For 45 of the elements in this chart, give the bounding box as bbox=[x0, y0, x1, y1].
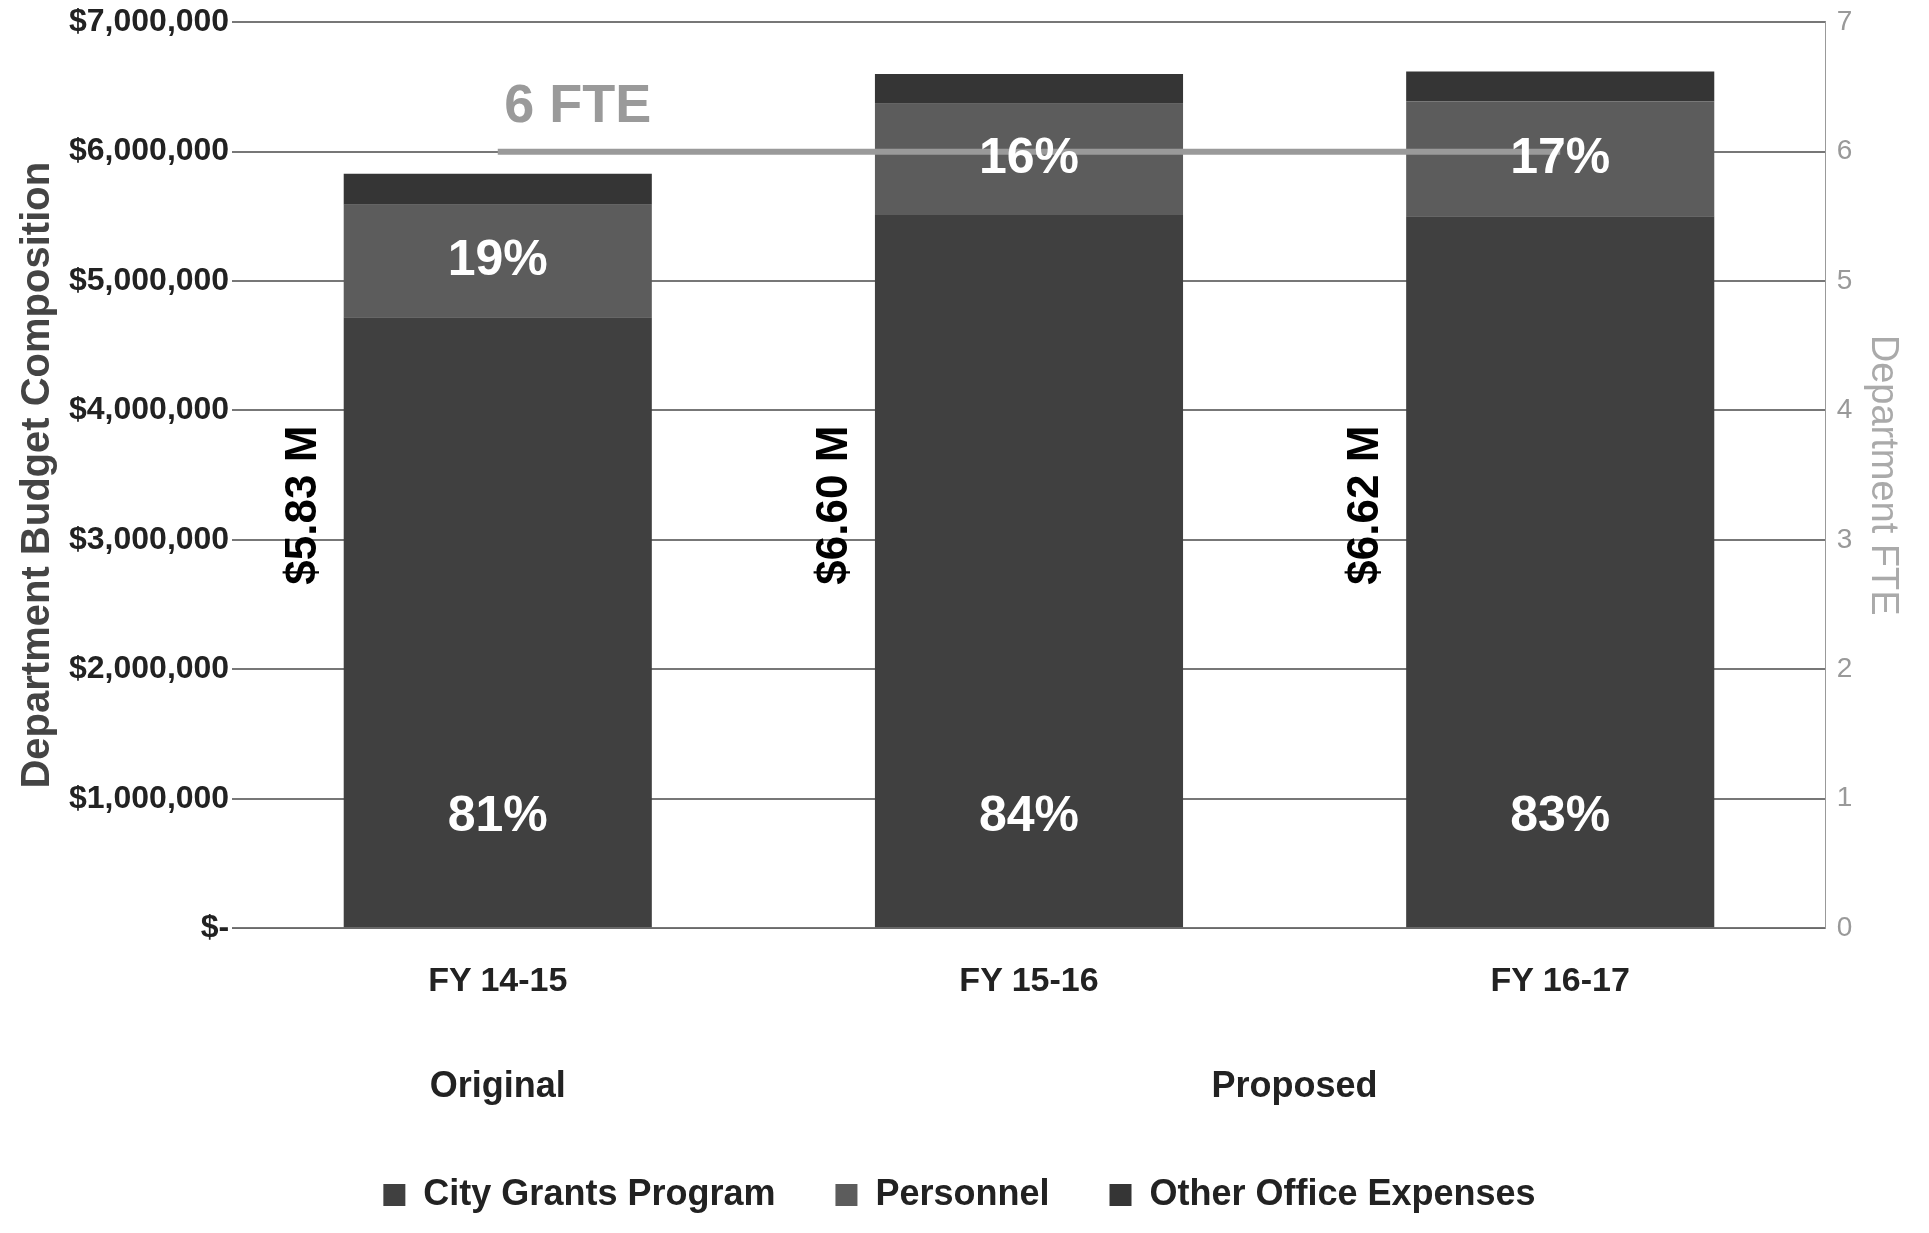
y2-tick-label: 5 bbox=[1836, 263, 1853, 295]
y2-tick-label: 7 bbox=[1836, 4, 1853, 36]
bar bbox=[874, 73, 1184, 104]
y-tick-label: $4,000,000 bbox=[69, 390, 230, 427]
y2-tick-label: 6 bbox=[1836, 134, 1853, 166]
y-tick-label: $7,000,000 bbox=[69, 2, 230, 39]
y-tick-label: $2,000,000 bbox=[69, 649, 230, 686]
y2-tick-label: 3 bbox=[1836, 522, 1853, 554]
annotation: 81% bbox=[447, 785, 548, 842]
total-label: $6.62 M bbox=[1338, 425, 1388, 585]
annotation: 16% bbox=[978, 128, 1080, 185]
y-axis-title: Department Budget Composition bbox=[13, 161, 58, 789]
bar bbox=[1406, 101, 1715, 217]
x-tick-label: FY 15-16 bbox=[959, 959, 1099, 998]
y-tick-label: $5,000,000 bbox=[69, 260, 230, 297]
bar bbox=[343, 173, 652, 205]
y2-tick-label: 1 bbox=[1836, 781, 1853, 813]
bar bbox=[1406, 216, 1715, 928]
y-tick-label: $1,000,000 bbox=[69, 778, 230, 815]
x-tick-label: FY 16-17 bbox=[1490, 959, 1630, 998]
bar bbox=[874, 103, 1184, 216]
text: Original bbox=[429, 1063, 566, 1105]
y-tick-label: $- bbox=[200, 908, 230, 945]
annotation: 17% bbox=[1510, 127, 1611, 184]
y2-tick-label: 4 bbox=[1836, 393, 1853, 425]
legend-label: City Grants Program bbox=[423, 1171, 776, 1213]
y-tick-label: $6,000,000 bbox=[69, 131, 230, 168]
y2-tick-label: 2 bbox=[1836, 652, 1853, 684]
bar bbox=[874, 215, 1184, 928]
text: Proposed bbox=[1211, 1063, 1378, 1105]
annotation: 6 FTE bbox=[504, 72, 652, 133]
annotation: 19% bbox=[447, 229, 548, 286]
total-label: $5.83 M bbox=[275, 425, 325, 585]
legend-label: Other Office Expenses bbox=[1149, 1171, 1536, 1213]
y-tick-label: $3,000,000 bbox=[69, 519, 230, 556]
bar bbox=[343, 204, 652, 318]
total-label: $6.60 M bbox=[807, 425, 857, 585]
annotation: 83% bbox=[1510, 785, 1611, 842]
bar bbox=[1406, 71, 1715, 102]
y2-tick-label: 0 bbox=[1836, 910, 1853, 942]
y2-axis-title: Department FTE bbox=[1863, 334, 1906, 616]
x-tick-label: FY 14-15 bbox=[428, 959, 568, 998]
bar bbox=[343, 317, 652, 928]
legend-label: Personnel bbox=[875, 1171, 1050, 1213]
annotation: 84% bbox=[978, 785, 1080, 842]
